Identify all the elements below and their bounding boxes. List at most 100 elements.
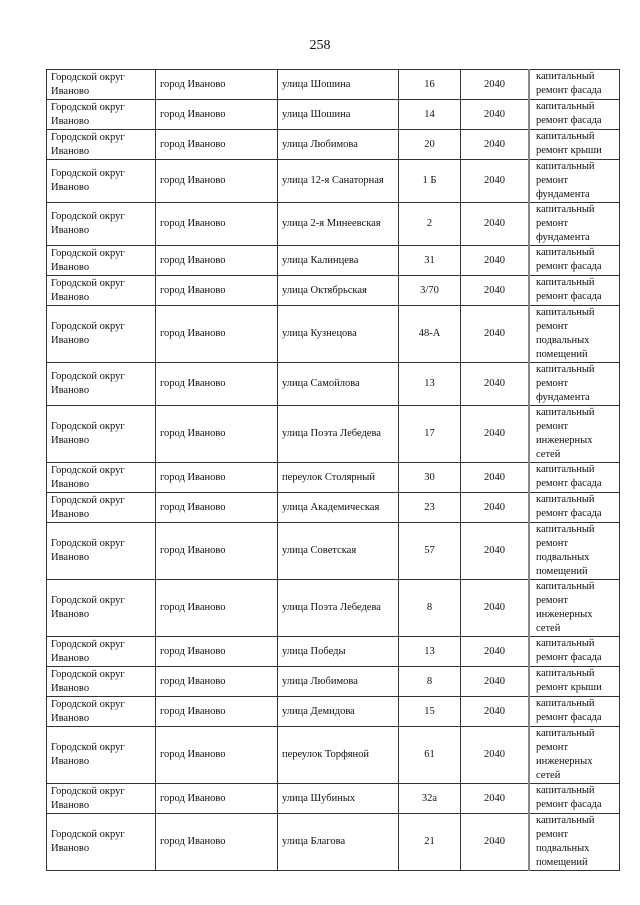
table-row: Городской округ Иваново город Иваново переу… — [46, 726, 620, 784]
work-type-cell: капитальный ремонт инженерных сетей — [528, 726, 620, 784]
year-cell: 2040 — [460, 813, 530, 871]
house-number-cell: 61 — [398, 726, 461, 784]
year-cell: 2040 — [460, 462, 530, 493]
street-cell: улица Шубиных — [277, 783, 399, 814]
city-cell: город Иваново — [155, 202, 278, 246]
city-cell: город Иваново — [155, 129, 278, 160]
year-cell: 2040 — [460, 696, 530, 727]
district-cell: Городской округ Иваново — [46, 666, 156, 697]
district-cell: Городской округ Иваново — [46, 462, 156, 493]
year-cell: 2040 — [460, 492, 530, 523]
table-row: Городской округ Иваново город Иваново переу… — [46, 462, 620, 493]
city-cell: город Иваново — [155, 462, 278, 493]
house-number-cell: 2 — [398, 202, 461, 246]
city-cell: город Иваново — [155, 783, 278, 814]
work-type-cell: капитальный ремонт фундамента — [528, 159, 620, 203]
table-row: Городской округ Иваново город Иваново улица… — [46, 579, 620, 637]
year-cell: 2040 — [460, 579, 530, 637]
street-cell: улица Самойлова — [277, 362, 399, 406]
district-cell: Городской округ Иваново — [46, 579, 156, 637]
city-cell: город Иваново — [155, 579, 278, 637]
house-number-cell: 14 — [398, 99, 461, 130]
house-number-cell: 21 — [398, 813, 461, 871]
street-cell: улица Любимова — [277, 129, 399, 160]
district-cell: Городской округ Иваново — [46, 69, 156, 100]
city-cell: город Иваново — [155, 522, 278, 580]
house-number-cell: 13 — [398, 362, 461, 406]
house-number-cell: 1 Б — [398, 159, 461, 203]
table-row: Городской округ Иваново город Иваново улица… — [46, 129, 620, 160]
work-type-cell: капитальный ремонт фасада — [528, 696, 620, 727]
page-number: 258 — [309, 38, 331, 53]
district-cell: Городской округ Иваново — [46, 813, 156, 871]
year-cell: 2040 — [460, 783, 530, 814]
street-cell: улица Калинцева — [277, 245, 399, 276]
table-row: Городской округ Иваново город Иваново улица… — [46, 405, 620, 463]
work-type-cell: капитальный ремонт крыши — [528, 129, 620, 160]
city-cell: город Иваново — [155, 305, 278, 363]
year-cell: 2040 — [460, 636, 530, 667]
house-number-cell: 57 — [398, 522, 461, 580]
house-number-cell: 48-А — [398, 305, 461, 363]
work-type-cell: капитальный ремонт фасада — [528, 783, 620, 814]
street-cell: улица Благова — [277, 813, 399, 871]
district-cell: Городской округ Иваново — [46, 99, 156, 130]
district-cell: Городской округ Иваново — [46, 492, 156, 523]
year-cell: 2040 — [460, 159, 530, 203]
work-type-cell: капитальный ремонт фасада — [528, 275, 620, 306]
year-cell: 2040 — [460, 666, 530, 697]
street-cell: улица Советская — [277, 522, 399, 580]
table-row: Городской округ Иваново город Иваново улица… — [46, 783, 620, 814]
street-cell: улица Шошина — [277, 69, 399, 100]
street-cell: улица Кузнецова — [277, 305, 399, 363]
street-cell: улица 2-я Минеевская — [277, 202, 399, 246]
table-row: Городской округ Иваново город Иваново улица… — [46, 245, 620, 276]
district-cell: Городской округ Иваново — [46, 636, 156, 667]
city-cell: город Иваново — [155, 69, 278, 100]
work-type-cell: капитальный ремонт фундамента — [528, 362, 620, 406]
district-cell: Городской округ Иваново — [46, 129, 156, 160]
house-number-cell: 16 — [398, 69, 461, 100]
work-type-cell: капитальный ремонт инженерных сетей — [528, 405, 620, 463]
work-type-cell: капитальный ремонт фасада — [528, 462, 620, 493]
work-type-cell: капитальный ремонт фасада — [528, 69, 620, 100]
city-cell: город Иваново — [155, 275, 278, 306]
work-type-cell: капитальный ремонт подвальных помещений — [528, 813, 620, 871]
street-cell: переулок Торфяной — [277, 726, 399, 784]
year-cell: 2040 — [460, 405, 530, 463]
city-cell: город Иваново — [155, 813, 278, 871]
city-cell: город Иваново — [155, 99, 278, 130]
district-cell: Городской округ Иваново — [46, 783, 156, 814]
year-cell: 2040 — [460, 69, 530, 100]
street-cell: улица Победы — [277, 636, 399, 667]
house-number-cell: 23 — [398, 492, 461, 523]
work-type-cell: капитальный ремонт подвальных помещений — [528, 305, 620, 363]
city-cell: город Иваново — [155, 245, 278, 276]
district-cell: Городской округ Иваново — [46, 245, 156, 276]
table-row: Городской округ Иваново город Иваново улица… — [46, 492, 620, 523]
street-cell: улица 12-я Санаторная — [277, 159, 399, 203]
work-type-cell: капитальный ремонт крыши — [528, 666, 620, 697]
work-type-cell: капитальный ремонт подвальных помещений — [528, 522, 620, 580]
house-number-cell: 20 — [398, 129, 461, 160]
city-cell: город Иваново — [155, 362, 278, 406]
table-row: Городской округ Иваново город Иваново улица… — [46, 522, 620, 580]
table-row: Городской округ Иваново город Иваново улица… — [46, 99, 620, 130]
year-cell: 2040 — [460, 305, 530, 363]
street-cell: улица Шошина — [277, 99, 399, 130]
table-row: Городской округ Иваново город Иваново улица… — [46, 202, 620, 246]
street-cell: улица Любимова — [277, 666, 399, 697]
house-number-cell: 32а — [398, 783, 461, 814]
district-cell: Городской округ Иваново — [46, 275, 156, 306]
work-type-cell: капитальный ремонт инженерных сетей — [528, 579, 620, 637]
year-cell: 2040 — [460, 129, 530, 160]
street-cell: улица Академическая — [277, 492, 399, 523]
table-row: Городской округ Иваново город Иваново улица… — [46, 636, 620, 667]
city-cell: город Иваново — [155, 636, 278, 667]
house-number-cell: 8 — [398, 666, 461, 697]
year-cell: 2040 — [460, 202, 530, 246]
street-cell: переулок Столярный — [277, 462, 399, 493]
table-row: Городской округ Иваново город Иваново улица… — [46, 696, 620, 727]
house-number-cell: 3/70 — [398, 275, 461, 306]
district-cell: Городской округ Иваново — [46, 696, 156, 727]
